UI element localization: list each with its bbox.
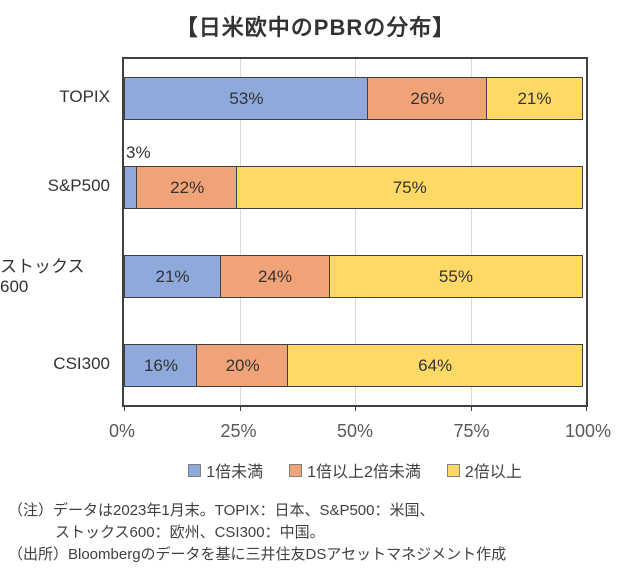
note-line: ストックス600：欧州、CSI300：中国。 <box>55 524 325 541</box>
axis-tick-label: 100% <box>564 421 612 441</box>
bar-segment-label: 21% <box>155 266 190 286</box>
bar-segment-label: 16% <box>143 355 178 375</box>
bar-segment-label: 26% <box>410 88 445 108</box>
bar-segment: 55% <box>328 255 583 298</box>
footnotes: （注）データは2023年1月末。TOPIX：日本、S&P500：米国、 ストック… <box>8 500 624 566</box>
bar-segment: 26% <box>367 77 488 120</box>
bar-segment-label: 55% <box>438 266 473 286</box>
legend: 1倍未満 1倍以上2倍未満 2倍以上 <box>122 458 588 482</box>
stacked-bar: 16% 20% 64% <box>124 344 586 387</box>
gridline <box>355 59 356 405</box>
legend-item: 1倍以上2倍未満 <box>289 458 421 482</box>
bar-segment: 75% <box>236 166 583 209</box>
legend-label: 1倍以上2倍未満 <box>307 464 421 481</box>
axis-tick-mark <box>586 406 587 411</box>
legend-label: 2倍以上 <box>464 464 522 481</box>
category-label: TOPIX <box>59 86 110 106</box>
bar-segment-label-outside: 3% <box>126 143 151 162</box>
axis-tick-label: 50% <box>336 421 374 441</box>
bar-segment-label: 21% <box>517 88 552 108</box>
stacked-bar: 22% 75% <box>124 166 586 209</box>
legend-label: 1倍未満 <box>206 464 264 481</box>
stacked-bar: 21% 24% 55% <box>124 255 586 298</box>
bar-segment: 64% <box>287 344 583 387</box>
bar-segment-label: 64% <box>418 355 453 375</box>
axis-tick-label: 25% <box>220 421 257 441</box>
axis-tick-label: 0% <box>108 421 136 441</box>
category-label: ストックス600 <box>0 257 85 296</box>
axis-tick-mark <box>355 406 356 411</box>
x-axis: 0% 25% 50% 75% 100% <box>109 421 611 445</box>
axis-tick-mark <box>124 406 125 411</box>
source-line: （出所）Bloombergのデータを基に三井住友DSアセットマネジメント作成 <box>8 546 507 563</box>
bar-segment: 22% <box>136 166 238 209</box>
bar-segment-label: 22% <box>170 177 205 197</box>
stacked-bar: 53% 26% 21% <box>124 77 586 120</box>
legend-swatch <box>188 463 202 477</box>
legend-swatch <box>289 463 303 477</box>
bar-segment-label: 24% <box>257 266 292 286</box>
bar-segment: 21% <box>485 77 583 120</box>
gridline <box>470 59 472 405</box>
category-label: CSI300 <box>53 353 110 373</box>
axis-tick-label: 75% <box>453 421 490 441</box>
bar-segment: 53% <box>124 77 369 120</box>
bar-segment: 21% <box>124 255 222 298</box>
bar-segment-label: 53% <box>229 88 264 108</box>
legend-item: 2倍以上 <box>446 458 522 482</box>
gridline <box>239 59 241 405</box>
legend-swatch <box>446 463 460 477</box>
bar-segment-label: 20% <box>225 355 260 375</box>
bar-segment: 16% <box>124 344 198 387</box>
bar-segment: 20% <box>196 344 289 387</box>
bar-segment: 24% <box>219 255 331 298</box>
note-line: （注）データは2023年1月末。TOPIX：日本、S&P500：米国、 <box>8 502 435 519</box>
axis-tick-mark <box>239 406 241 411</box>
category-label: S&P500 <box>47 175 110 195</box>
bar-segment-label: 75% <box>392 177 427 197</box>
plot-area: 53% 26% 21% 3% 22% 75% 21% 24% 55% 16% 20% 64% <box>122 57 588 411</box>
chart-title: 【日米欧中のPBRの分布】 <box>175 15 456 40</box>
legend-item: 1倍未満 <box>188 458 263 482</box>
axis-tick-mark <box>470 406 472 411</box>
